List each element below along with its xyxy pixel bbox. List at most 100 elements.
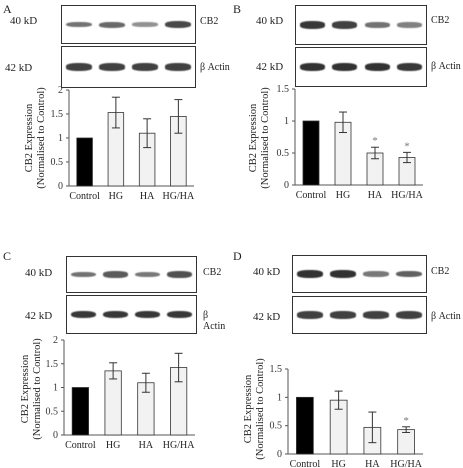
bar (397, 429, 415, 455)
actin-blot (295, 47, 427, 87)
blot-band (70, 310, 96, 319)
cb2-blot-label: CB2 (431, 15, 450, 26)
y-axis-title-line: (Normalised to Control) (32, 338, 43, 440)
bar-chart-a: 0 0.5 1 1.5 2 Control HG HA HG/HA CB2 Expression(… (24, 85, 195, 202)
y-axis-title: CB2 Expression(Normalised to Control) (243, 358, 266, 460)
blot-band (70, 271, 96, 278)
bar (296, 396, 314, 455)
y-axis-title-line: CB2 Expression (248, 103, 259, 172)
blot-band (296, 311, 323, 319)
y-tick-label: 0 (284, 180, 289, 191)
y-axis-title-line: CB2 Expression (20, 354, 31, 423)
blot-band (397, 63, 423, 71)
y-tick-label: 1 (53, 383, 58, 394)
bar (302, 120, 320, 186)
y-tick-label: 1.5 (51, 109, 64, 120)
blot-band (65, 21, 92, 28)
actin-blot-label: β Actin (203, 310, 226, 332)
x-tick-label: HG (106, 440, 120, 451)
y-tick-label: 1.5 (270, 364, 283, 375)
y-axis-title-line: (Normalised to Control) (255, 358, 266, 460)
blot-band (397, 22, 423, 28)
cb2-blot (295, 5, 427, 45)
y-tick-label: 0 (277, 449, 282, 460)
y-tick-label: 1 (284, 116, 289, 127)
actin-blot-label: β Actin (431, 61, 461, 72)
blot-band (165, 63, 192, 71)
cb2-mw-label: 40 kD (253, 266, 281, 278)
bar-chart-d: 0 0.5 1 1.5 Control HG HA * HG/HA CB2 Expression(… (243, 358, 423, 468)
bar-chart-b: 0 0.5 1 1.5 Control HG * HA * HG/HA CB2 Expression… (248, 84, 424, 201)
cb2-blot (61, 5, 196, 44)
cb2-blot-label: CB2 (200, 16, 219, 27)
blot-band (299, 21, 325, 29)
x-tick-label: HA (368, 190, 383, 201)
y-axis-title-line: CB2 Expression (243, 374, 254, 443)
x-tick-label: HG/HA (391, 190, 423, 201)
blot-band (98, 63, 125, 71)
x-tick-label: Control (296, 190, 327, 201)
y-tick-label: 0 (53, 430, 58, 441)
blot-band (135, 271, 161, 278)
actin-mw-label: 42 kD (25, 310, 53, 322)
blot-band (364, 63, 390, 71)
blot-band (167, 271, 193, 278)
x-tick-label: HA (139, 440, 154, 451)
blot-band (102, 310, 128, 319)
bar (71, 387, 89, 436)
blot-band (396, 311, 423, 319)
blot-band (396, 270, 423, 278)
bar (76, 137, 93, 187)
actin-mw-label: 42 kD (256, 61, 284, 73)
panel-d: D 40 kD CB2 42 kD β Actin 0 0.5 1 1.5 Contro… (231, 234, 462, 468)
x-tick-label: HG/HA (390, 459, 422, 468)
blot-band (363, 311, 390, 319)
x-tick-label: HG/HA (163, 440, 195, 451)
blot-band (363, 271, 390, 277)
x-tick-label: HG (331, 459, 345, 468)
cb2-blot-label: CB2 (203, 267, 222, 278)
blot-band (165, 21, 192, 28)
actin-blot (61, 46, 196, 88)
y-tick-label: 0.5 (270, 421, 283, 432)
y-tick-label: 1 (277, 392, 282, 403)
y-tick-label: 0.5 (46, 406, 59, 417)
y-tick-label: 1.5 (46, 359, 59, 370)
blot-band (135, 310, 161, 319)
blot-band (132, 63, 159, 71)
y-tick-label: 0.5 (277, 148, 290, 159)
cb2-blot-label: CB2 (431, 266, 450, 277)
actin-blot-label: β Actin (431, 311, 461, 322)
panel-letter: C (3, 249, 12, 263)
panel-b: B 40 kD CB2 42 kD β Actin 0 0.5 1 1.5 Contro… (231, 0, 462, 234)
x-tick-label: HG (109, 191, 123, 202)
blot-band (98, 21, 125, 28)
x-tick-label: HG (336, 190, 350, 201)
panel-a: A 40 kD CB2 42 kD β Actin 0 0.5 1 1.5 2 Contr… (0, 0, 231, 234)
y-axis-title-line: CB2 Expression (24, 103, 35, 172)
cb2-blot (292, 255, 427, 293)
actin-mw-label: 42 kD (253, 311, 281, 323)
y-axis-title: CB2 Expression(Normalised to Control) (20, 338, 43, 440)
y-tick-label: 2 (53, 335, 58, 346)
x-tick-label: HA (140, 191, 155, 202)
x-tick-label: HA (365, 459, 380, 468)
cb2-mw-label: 40 kD (10, 15, 38, 27)
blot-band (329, 311, 356, 319)
y-tick-label: 1 (58, 133, 63, 144)
blot-band (332, 21, 358, 29)
panel-letter: B (233, 2, 242, 16)
blot-band (296, 270, 323, 278)
bar-chart-c: 0 0.5 1 1.5 2 Control HG HA HG/HA CB2 Expression(… (20, 335, 195, 451)
y-axis-title: CB2 Expression(Normalised to Control) (24, 87, 47, 189)
significance-marker: * (403, 415, 409, 427)
cb2-mw-label: 40 kD (256, 15, 284, 27)
y-tick-label: 2 (58, 85, 63, 96)
actin-blot (292, 296, 427, 334)
blot-band (364, 22, 390, 28)
y-tick-label: 0 (58, 181, 63, 192)
actin-blot-label: β Actin (200, 62, 230, 73)
significance-marker: * (372, 135, 378, 147)
x-tick-label: HG/HA (163, 191, 195, 202)
blot-band (332, 63, 358, 71)
